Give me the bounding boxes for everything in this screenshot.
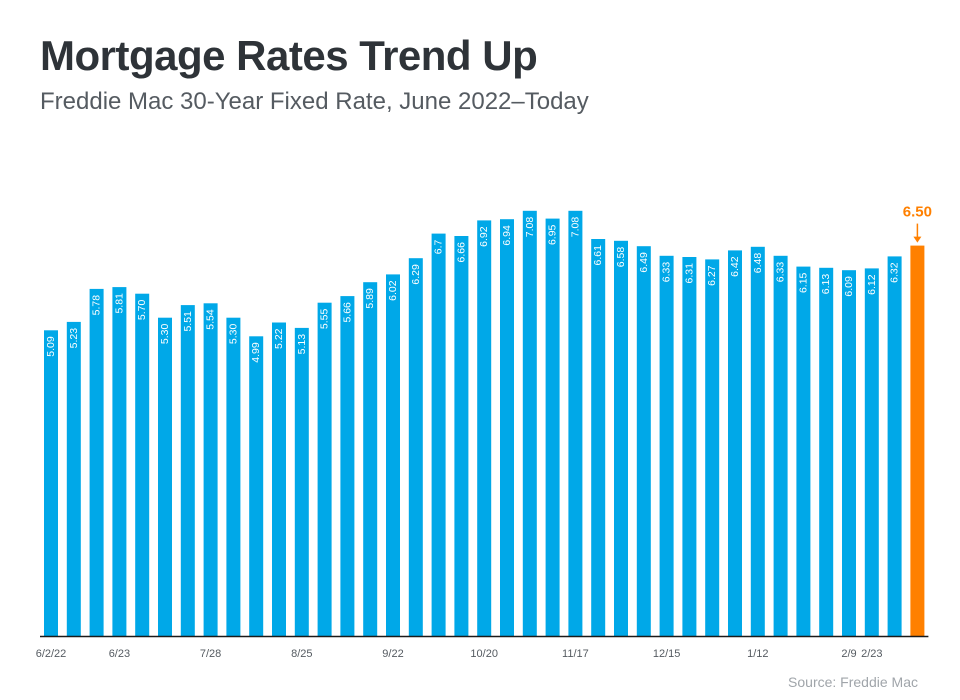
x-tick-label: 2/9 <box>841 648 856 660</box>
bar <box>477 220 492 636</box>
bar <box>705 259 720 636</box>
bar-value-label: 5.23 <box>68 328 80 349</box>
chart-subtitle: Freddie Mac 30-Year Fixed Rate, June 202… <box>40 88 589 115</box>
bar-value-label: 6.12 <box>866 274 878 295</box>
bar-value-label: 5.78 <box>91 295 103 316</box>
bar-value-label: 5.09 <box>45 336 57 357</box>
bar-value-label: 5.30 <box>227 324 239 345</box>
bar-latest <box>910 245 925 636</box>
bar-value-label: 5.55 <box>319 309 331 330</box>
bar <box>158 317 172 636</box>
bars-group <box>44 210 925 637</box>
bar-value-label: 6.33 <box>661 262 673 283</box>
bar <box>454 236 469 636</box>
bar <box>249 336 264 636</box>
bar <box>568 210 583 637</box>
bar <box>659 255 674 637</box>
bar <box>66 321 81 636</box>
bar-value-label: 6.48 <box>752 253 764 274</box>
bar-value-label: 5.81 <box>113 293 125 314</box>
bar <box>545 218 560 636</box>
bar <box>386 274 400 636</box>
bar-value-label: 6.66 <box>455 242 467 263</box>
bar-value-label: 6.61 <box>592 245 604 266</box>
bar <box>819 267 834 636</box>
bar-value-label: 6.13 <box>820 274 832 295</box>
x-tick-label: 6/23 <box>109 648 130 660</box>
source-note: Source: Freddie Mac <box>788 674 918 690</box>
chart-title: Mortgage Rates Trend Up <box>40 32 538 79</box>
x-tick-label: 2/23 <box>861 648 882 660</box>
x-tick-label: 9/22 <box>382 648 403 660</box>
bar <box>682 257 697 636</box>
bar <box>614 240 628 637</box>
bar-value-label: 6.09 <box>843 276 855 297</box>
bar <box>226 317 241 636</box>
bar-value-label: 6.27 <box>706 265 718 286</box>
bar-value-label: 7.08 <box>569 217 581 238</box>
bar <box>773 255 788 637</box>
bar-value-label: 6.33 <box>775 262 787 283</box>
bar-value-label: 6.29 <box>410 264 422 285</box>
bar <box>340 296 355 636</box>
bar-value-label: 6.92 <box>478 226 490 247</box>
bar-value-label: 6.15 <box>797 272 809 293</box>
bar <box>591 239 606 636</box>
bar-value-label: 6.31 <box>683 263 695 284</box>
x-tick-label: 8/25 <box>291 648 312 660</box>
bar <box>431 233 446 636</box>
callout-arrow-head <box>913 236 922 243</box>
bar <box>796 266 811 636</box>
bar <box>500 219 514 636</box>
bar <box>636 246 651 636</box>
bar <box>44 330 58 636</box>
bar-value-label: 6.49 <box>638 252 650 273</box>
bar <box>203 303 218 636</box>
bar <box>408 258 423 636</box>
bar <box>887 256 902 636</box>
bar-value-label: 5.89 <box>364 288 376 309</box>
bar-value-label: 6.94 <box>501 225 513 246</box>
bar <box>112 287 127 636</box>
bar-value-label: 5.13 <box>296 334 308 355</box>
x-tick-label: 12/15 <box>653 648 681 660</box>
bar-value-label: 4.99 <box>250 342 262 363</box>
x-tick-label: 6/2/22 <box>36 648 67 660</box>
bar-value-label: 5.30 <box>159 324 171 345</box>
x-tick-labels-group: 6/2/22 6/23 7/28 8/25 9/22 10/20 11/17 12/15 1/1… <box>36 648 883 660</box>
bar <box>135 293 150 636</box>
x-tick-label: 11/17 <box>562 648 589 660</box>
bar <box>89 288 104 636</box>
bar <box>180 305 195 636</box>
bar-value-label: 6.58 <box>615 247 627 268</box>
x-tick-label: 7/28 <box>200 648 221 660</box>
latest-value-label: 6.50 <box>903 204 932 221</box>
latest-value-callout: 6.50 <box>903 204 932 243</box>
bar <box>728 250 742 636</box>
bar-value-label: 6.02 <box>387 280 399 301</box>
bar <box>522 210 537 637</box>
bar-value-label: 5.51 <box>182 311 194 332</box>
bar-value-label: 6.32 <box>889 262 901 283</box>
x-tick-label: 1/12 <box>747 648 768 660</box>
bar <box>363 282 378 636</box>
bar-value-label: 5.22 <box>273 328 285 349</box>
bar-value-label: 6.42 <box>729 256 741 277</box>
bar <box>317 302 332 636</box>
bar <box>864 268 879 636</box>
bar-value-label: 5.66 <box>341 302 353 323</box>
bar-value-label: 6.95 <box>547 224 559 245</box>
bar-labels-group: 5.09 5.23 5.78 5.81 5.70 5.30 5.51 5.54 5.30 4.99… <box>45 217 901 363</box>
bar-value-label: 5.54 <box>205 309 217 330</box>
bar <box>272 322 286 636</box>
bar <box>294 327 309 636</box>
bar-value-label: 5.70 <box>136 300 148 321</box>
bar-value-label: 6.7 <box>433 239 445 254</box>
bar-value-label: 7.08 <box>524 217 536 238</box>
x-tick-label: 10/20 <box>470 648 498 660</box>
bar <box>750 246 765 637</box>
bar <box>842 270 856 636</box>
